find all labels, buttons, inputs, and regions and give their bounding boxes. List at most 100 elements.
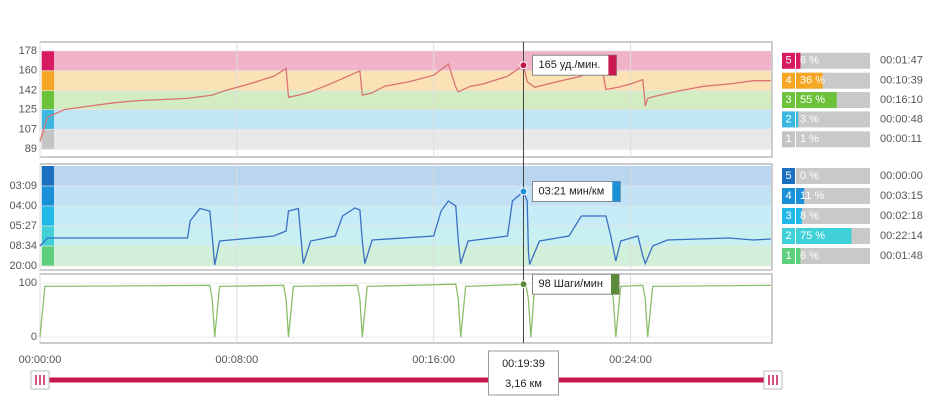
x-tick-label: 00:00:00 [19, 354, 62, 366]
zone-marker [42, 166, 54, 186]
zone-marker [42, 70, 54, 91]
data-line [39, 190, 771, 266]
zone-percent: 8 % [800, 210, 819, 222]
zone-bar-track [796, 52, 870, 69]
cursor-value-label: 165 уд./мин. [538, 59, 600, 71]
zone-time: 00:00:11 [880, 133, 922, 145]
zone-badge [782, 228, 795, 244]
zone-badge [782, 248, 795, 264]
x-tick-label: 00:24:00 [609, 354, 652, 366]
zone-percent: 11 % [800, 190, 824, 202]
zone-time: 00:01:47 [880, 55, 923, 67]
y-tick-label: 89 [25, 143, 37, 155]
zone-marker [42, 50, 54, 71]
zone-number: 5 [785, 55, 791, 67]
cursor-value-label: 98 Шаги/мин [538, 278, 603, 290]
zone-band [41, 246, 771, 266]
zone-marker [42, 129, 54, 150]
slider-handle-right[interactable] [763, 370, 783, 390]
zone-percent: 6 % [800, 250, 819, 262]
zone-bar-track [796, 111, 870, 128]
zone-marker [42, 246, 54, 266]
zone-bar-track [796, 248, 870, 264]
zone-band [41, 70, 771, 91]
zone-number: 4 [785, 190, 791, 202]
zone-time: 00:16:10 [880, 94, 923, 106]
zone-time: 00:03:15 [880, 190, 923, 202]
zone-percent: 0 % [800, 170, 819, 182]
y-tick-label: 142 [19, 85, 37, 97]
y-tick-label: 08:34 [9, 240, 37, 252]
zone-badge [782, 52, 795, 69]
zone-percent-bar [796, 92, 837, 109]
zone-number: 1 [785, 133, 791, 145]
data-line [39, 283, 771, 338]
zone-bar-track [796, 131, 870, 148]
zone-percent-bar [796, 52, 801, 69]
y-tick-label: 178 [19, 45, 37, 57]
time-tooltip [487, 350, 559, 396]
zone-badge [782, 131, 795, 148]
cursor-time: 00:19:39 [502, 358, 545, 370]
zone-badge [782, 168, 795, 184]
plots: 89 107 125 142 160 178 03:09 04:00 05:27 08:34 20:… [9, 41, 773, 366]
y-tick-label: 0 [31, 331, 37, 343]
zone-number: 4 [785, 75, 791, 87]
y-tick-label: 107 [19, 123, 37, 135]
y-tick-label: 160 [19, 65, 37, 77]
slider-handle-left[interactable] [30, 370, 50, 390]
zone-marker [42, 226, 54, 246]
zone-marker [42, 186, 54, 206]
zone-bar-track [796, 168, 870, 184]
zone-marker [42, 206, 54, 226]
zone-time: 00:00:48 [880, 113, 923, 125]
zone-badge [782, 92, 795, 109]
zone-bar-track [796, 188, 870, 204]
zone-percent-bar [796, 188, 805, 204]
x-tick-label: 00:08:00 [215, 354, 258, 366]
plot-frame [39, 273, 773, 344]
y-tick-label: 04:00 [9, 200, 37, 212]
zone-marker [42, 109, 54, 130]
y-tick-label: 100 [19, 277, 37, 289]
zone-band [41, 206, 771, 226]
zone-number: 2 [785, 113, 791, 125]
zone-band [41, 129, 771, 150]
zone-percent-bar [796, 228, 852, 244]
zone-percent: 36 % [800, 75, 825, 87]
zone-time: 00:22:14 [880, 230, 923, 242]
cursor-distance: 3,16 км [505, 378, 542, 390]
zone-percent-bar [796, 72, 823, 89]
y-tick-label: 03:09 [9, 180, 37, 192]
zone-time: 00:01:48 [880, 250, 923, 262]
cursor-point [519, 187, 528, 196]
zone-time: 00:02:18 [880, 210, 923, 222]
zone-number: 2 [785, 230, 791, 242]
zone-percent: 55 % [800, 94, 825, 106]
zone-band [41, 109, 771, 130]
zone-percent-bar [796, 131, 797, 148]
zone-badge [782, 111, 795, 128]
cursor-tooltip-accent [608, 55, 617, 76]
data-line [39, 60, 771, 142]
cursor-tooltip-accent [612, 181, 621, 202]
zone-band [41, 166, 771, 186]
zone-time: 00:00:00 [880, 170, 923, 182]
zone-percent: 1 % [800, 133, 819, 145]
zone-time: 00:10:39 [880, 75, 923, 87]
zone-percent-bar [796, 248, 801, 264]
zone-badge [782, 72, 795, 89]
zone-number: 5 [785, 170, 791, 182]
zone-percent-bar [796, 111, 799, 128]
zone-badge [782, 208, 795, 224]
zone-percent-bar [796, 208, 802, 224]
zone-percent: 6 % [800, 55, 819, 67]
y-tick-label: 125 [19, 103, 37, 115]
y-tick-label: 20:00 [9, 260, 37, 272]
zone-marker [42, 90, 54, 110]
zone-number: 3 [785, 210, 791, 222]
cursor-point [519, 61, 528, 70]
zone-percent: 3 % [800, 113, 819, 125]
